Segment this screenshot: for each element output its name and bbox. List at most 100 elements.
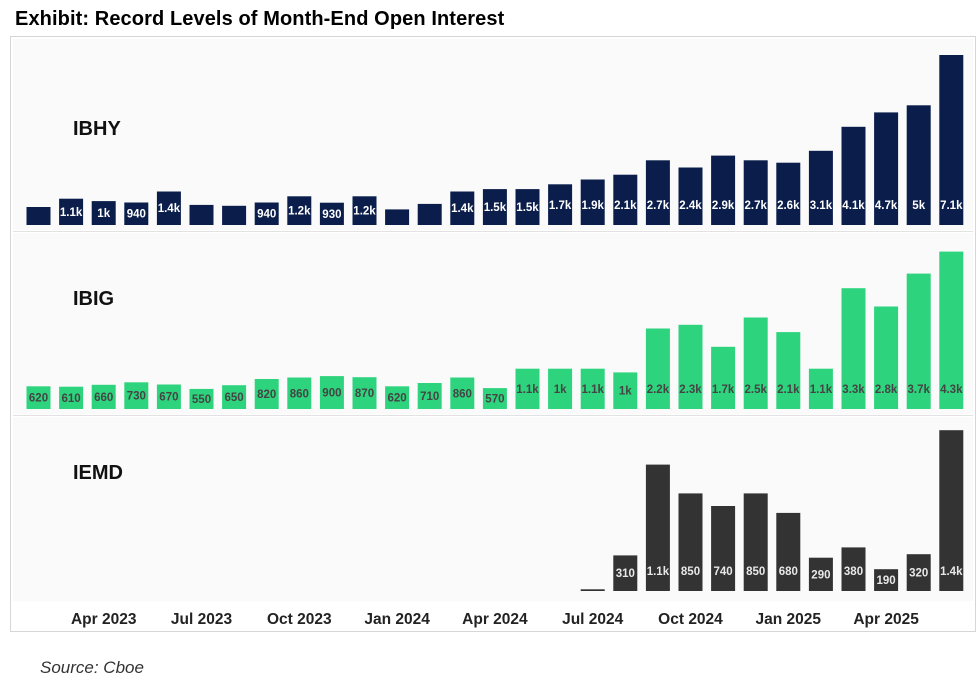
data-label-ibig: 1.1k (516, 384, 539, 396)
x-tick-label: Apr 2025 (853, 611, 919, 628)
data-label-ibhy: 3.1k (810, 200, 833, 212)
data-label-ibig: 870 (355, 388, 374, 400)
x-tick-label: Oct 2024 (658, 611, 723, 628)
bar-ibig (906, 273, 931, 409)
bar-ibig (711, 346, 736, 409)
data-label-ibig: 550 (192, 394, 211, 406)
bar-ibig (189, 388, 214, 409)
data-label-ibig: 650 (225, 392, 244, 404)
bar-ibig (287, 377, 312, 409)
data-label-ibhy: 930 (322, 209, 341, 221)
bar-ibhy (482, 189, 507, 225)
data-label-ibig: 670 (159, 392, 178, 404)
data-label-ibhy: 5k (912, 200, 925, 212)
data-label-ibig: 2.8k (875, 384, 898, 396)
bar-iemd (939, 430, 964, 591)
data-label-ibig: 620 (388, 393, 407, 405)
data-label-ibig: 1.7k (712, 384, 735, 396)
bar-iemd (613, 555, 638, 591)
data-label-ibhy: 1.7k (549, 200, 572, 212)
bar-ibhy (156, 191, 181, 225)
panel-title-ibig: IBIG (73, 288, 114, 310)
data-label-ibig: 1k (619, 386, 632, 398)
bar-ibig (156, 384, 181, 409)
data-label-ibhy: 1.4k (158, 203, 181, 215)
bar-ibhy (59, 198, 84, 225)
bar-ibig (580, 368, 605, 409)
x-tick-label: Apr 2023 (71, 611, 137, 628)
data-label-ibhy: 1k (97, 208, 110, 220)
data-label-ibhy: 4.7k (875, 200, 898, 212)
bar-ibhy (189, 204, 214, 225)
bar-ibig (26, 386, 51, 409)
data-label-ibig: 2.2k (647, 384, 670, 396)
data-label-ibig: 2.1k (777, 384, 800, 396)
data-label-ibig: 860 (453, 388, 472, 400)
bar-ibig (319, 376, 344, 409)
chart-svg: IBHY 1.1k 1k 940 1.4k 940 1.2k 930 1.2k 1.4k 1.5k 1… (13, 39, 973, 628)
data-label-ibhy: 1.4k (451, 203, 474, 215)
bar-ibhy (417, 203, 442, 225)
bar-ibig (482, 388, 507, 409)
source-note: Source: Cboe (40, 658, 144, 677)
bar-iemd (776, 512, 801, 591)
data-label-iemd: 290 (811, 569, 830, 581)
bar-ibhy (254, 202, 279, 225)
panel-title-ibhy: IBHY (73, 118, 121, 140)
data-label-ibhy: 2.7k (745, 200, 768, 212)
data-label-ibig: 570 (485, 394, 504, 406)
bar-ibhy (515, 189, 540, 225)
data-label-iemd: 310 (616, 568, 635, 580)
data-label-iemd: 380 (844, 566, 863, 578)
bar-ibhy (776, 162, 801, 225)
data-label-ibhy: 2.6k (777, 200, 800, 212)
x-tick-label: Jan 2024 (364, 611, 430, 628)
bar-ibig (417, 383, 442, 409)
bar-iemd (645, 464, 670, 591)
bar-ibig (254, 379, 279, 409)
bar-iemd (711, 506, 736, 591)
data-label-iemd: 1.1k (647, 566, 670, 578)
bar-ibhy (385, 209, 410, 225)
data-label-ibig: 2.3k (679, 384, 702, 396)
data-label-ibig: 730 (127, 391, 146, 403)
data-label-ibhy: 2.4k (679, 200, 702, 212)
x-tick-label: Jul 2023 (171, 611, 233, 628)
data-label-ibhy: 940 (257, 209, 276, 221)
x-tick-label: Apr 2024 (462, 611, 528, 628)
bar-ibig (613, 372, 638, 409)
bar-ibhy (645, 160, 670, 225)
data-label-ibhy: 1.2k (288, 206, 311, 218)
data-label-ibig: 2.5k (745, 384, 768, 396)
bar-ibig (450, 377, 475, 409)
bar-ibhy (352, 196, 377, 225)
data-label-iemd: 320 (909, 568, 928, 580)
data-label-ibig: 900 (322, 388, 341, 400)
bar-iemd (906, 554, 931, 591)
bar-ibhy (124, 202, 149, 225)
bar-iemd (678, 493, 703, 591)
data-label-ibhy: 2.1k (614, 200, 637, 212)
data-label-iemd: 850 (681, 566, 700, 578)
bar-ibhy (287, 196, 312, 225)
x-tick-label: Oct 2023 (267, 611, 332, 628)
bar-iemd (580, 589, 605, 591)
bar-ibhy (548, 184, 573, 225)
bar-ibhy (613, 174, 638, 225)
data-label-iemd: 1.4k (940, 566, 963, 578)
data-label-ibig: 3.7k (908, 384, 931, 396)
data-label-ibhy: 4.1k (842, 200, 865, 212)
bar-ibhy (26, 207, 51, 225)
bar-iemd (743, 493, 768, 591)
data-label-ibig: 4.3k (940, 384, 963, 396)
data-label-ibig: 620 (29, 393, 48, 405)
data-label-iemd: 740 (714, 566, 733, 578)
bar-iemd (841, 547, 866, 591)
bar-ibig (841, 288, 866, 409)
data-label-ibig: 3.3k (842, 384, 865, 396)
bar-ibig (874, 306, 899, 409)
bar-ibig (548, 368, 573, 409)
data-label-ibhy: 7.1k (940, 200, 963, 212)
bar-ibhy (222, 205, 247, 225)
data-label-ibhy: 1.2k (353, 206, 376, 218)
